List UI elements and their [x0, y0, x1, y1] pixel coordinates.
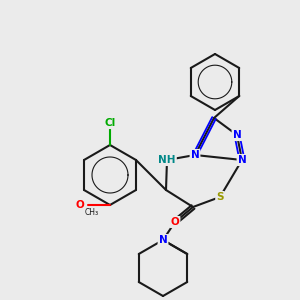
Text: O: O: [76, 200, 84, 210]
Text: N: N: [232, 130, 242, 140]
Text: N: N: [159, 235, 167, 245]
Text: N: N: [190, 150, 200, 160]
Text: CH₃: CH₃: [85, 208, 99, 217]
Text: Cl: Cl: [104, 118, 116, 128]
Text: NH: NH: [158, 155, 176, 165]
Text: S: S: [216, 192, 224, 202]
Text: N: N: [238, 155, 246, 165]
Text: O: O: [171, 217, 179, 227]
